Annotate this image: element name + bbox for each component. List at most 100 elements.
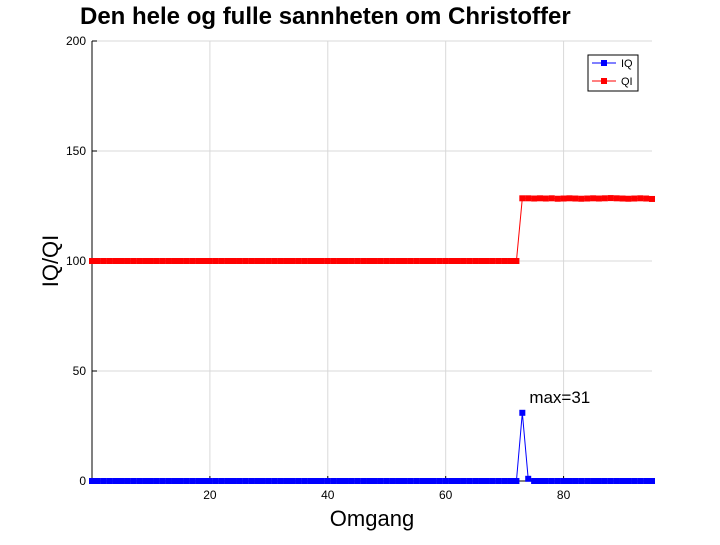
data-point-qi: [595, 195, 602, 202]
data-point-iq: [613, 478, 620, 484]
data-point-iq: [289, 478, 296, 484]
series-line-iq: [92, 412, 652, 482]
data-point-qi: [590, 195, 597, 202]
data-point-iq: [336, 478, 343, 484]
data-point-qi: [218, 258, 225, 264]
data-point-qi: [330, 258, 337, 264]
data-point-qi: [478, 258, 485, 264]
y-tick-label: 0: [79, 474, 86, 488]
data-point-qi: [271, 258, 278, 264]
x-axis-title: Omgang: [330, 506, 414, 531]
data-point-iq: [159, 478, 166, 484]
data-point-iq: [136, 478, 143, 484]
data-point-qi: [525, 195, 532, 202]
data-point-qi: [206, 258, 213, 264]
data-point-qi: [537, 195, 543, 202]
data-point-iq: [283, 478, 290, 484]
data-point-iq: [383, 478, 390, 484]
data-point-iq: [501, 478, 508, 484]
data-point-iq: [236, 478, 243, 484]
data-point-qi: [643, 195, 650, 202]
data-point-iq: [572, 478, 579, 484]
data-point-qi: [165, 258, 172, 264]
data-point-iq: [366, 478, 373, 484]
data-point-iq: [254, 478, 261, 484]
data-point-iq: [513, 478, 520, 484]
data-point-iq: [566, 478, 573, 484]
y-tick-label: 50: [73, 364, 87, 378]
y-tick-label: 150: [66, 144, 86, 158]
data-point-iq: [224, 478, 231, 484]
data-point-iq: [643, 478, 650, 484]
data-point-iq: [248, 478, 255, 484]
data-point-qi: [313, 258, 319, 264]
data-point-iq: [259, 478, 266, 484]
data-point-qi: [489, 258, 496, 264]
data-point-qi: [224, 258, 231, 264]
data-point-qi: [572, 195, 579, 202]
data-point-qi: [495, 258, 502, 264]
data-point-iq: [590, 478, 597, 484]
data-point-iq: [607, 478, 614, 484]
data-point-iq: [419, 478, 426, 484]
data-point-iq: [153, 478, 160, 484]
data-point-qi: [201, 258, 207, 264]
data-point-iq: [595, 478, 602, 484]
data-point-qi: [483, 258, 490, 264]
data-point-qi: [89, 258, 95, 264]
data-point-qi: [301, 258, 308, 264]
data-point-qi: [112, 258, 119, 264]
legend-marker-iq: [601, 60, 607, 66]
data-point-iq: [625, 478, 632, 484]
data-point-iq: [177, 478, 184, 484]
data-point-iq: [189, 478, 196, 484]
data-point-qi: [295, 258, 302, 264]
x-tick-label: 40: [321, 488, 335, 502]
data-point-iq: [100, 478, 107, 484]
data-point-iq: [330, 478, 337, 484]
data-point-iq: [206, 478, 213, 484]
data-point-qi: [419, 258, 426, 264]
data-point-iq: [542, 478, 549, 484]
data-point-iq: [389, 478, 396, 484]
data-point-iq: [407, 478, 414, 484]
data-point-iq: [413, 478, 420, 484]
data-point-qi: [389, 258, 396, 264]
legend-label-qi: QI: [621, 76, 633, 88]
data-point-qi: [130, 258, 137, 264]
data-point-iq: [142, 478, 149, 484]
data-point-qi: [142, 258, 149, 264]
data-point-qi: [601, 195, 608, 202]
data-point-qi: [318, 258, 325, 264]
data-point-iq: [601, 478, 608, 484]
series-layer: [89, 195, 655, 484]
data-point-qi: [442, 258, 449, 264]
data-point-iq: [425, 478, 431, 484]
data-point-iq: [637, 478, 644, 484]
data-point-iq: [436, 478, 443, 484]
data-point-iq: [271, 478, 278, 484]
data-point-iq: [118, 478, 125, 484]
data-point-qi: [401, 258, 408, 264]
data-point-qi: [242, 258, 249, 264]
data-point-qi: [425, 258, 431, 264]
data-point-qi: [159, 258, 166, 264]
data-point-qi: [413, 258, 420, 264]
data-point-qi: [94, 258, 101, 264]
data-point-qi: [631, 195, 638, 202]
data-point-iq: [165, 478, 172, 484]
data-point-iq: [295, 478, 302, 484]
data-point-qi: [584, 195, 591, 202]
series-line-qi: [92, 197, 653, 262]
data-point-qi: [607, 195, 614, 202]
data-point-iq: [301, 478, 308, 484]
data-point-qi: [324, 258, 331, 264]
data-point-iq: [106, 478, 113, 484]
legend-label-iq: IQ: [621, 58, 633, 70]
data-point-iq: [348, 478, 355, 484]
data-point-qi: [377, 258, 384, 264]
data-point-iq: [230, 478, 237, 484]
data-point-qi: [177, 258, 184, 264]
data-point-qi: [531, 195, 538, 202]
data-point-iq: [360, 478, 367, 484]
